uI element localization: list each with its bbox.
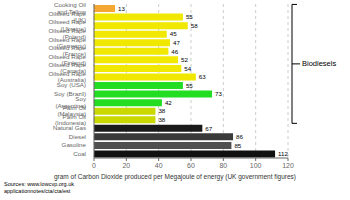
svg-text:73: 73 bbox=[215, 90, 222, 97]
html-text:(Finland): (Finland) bbox=[61, 58, 86, 66]
svg-text:20: 20 bbox=[122, 162, 130, 169]
html-text:Oilseed Rape: Oilseed Rape bbox=[48, 18, 86, 26]
svg-text:120: 120 bbox=[282, 162, 294, 169]
html-text:(UK): (UK) bbox=[73, 16, 86, 24]
html-text:applicationnotes/cta/cta/est: applicationnotes/cta/cta/est bbox=[4, 188, 71, 194]
html-text:Sources: www.lowcvp.org.uk: Sources: www.lowcvp.org.uk bbox=[4, 181, 74, 187]
html-text:Oilseed Rape: Oilseed Rape bbox=[48, 9, 86, 17]
svg-text:38: 38 bbox=[158, 107, 165, 114]
html-text:(Ukraine): (Ukraine) bbox=[60, 24, 86, 32]
svg-text:Coal: Coal bbox=[73, 150, 86, 157]
svg-text:55: 55 bbox=[186, 82, 193, 89]
html-text:(Malaysia): (Malaysia) bbox=[57, 110, 86, 118]
svg-text:0: 0 bbox=[92, 162, 96, 169]
svg-text:38: 38 bbox=[158, 116, 165, 123]
svg-text:42: 42 bbox=[165, 99, 172, 106]
html-text:(Indonesia): (Indonesia) bbox=[55, 118, 86, 126]
svg-text:58: 58 bbox=[191, 22, 198, 29]
html-text:and Tallow: and Tallow bbox=[56, 7, 86, 15]
svg-text:40: 40 bbox=[155, 162, 163, 169]
html-text:Oilseed Rape: Oilseed Rape bbox=[48, 52, 86, 60]
svg-text:46: 46 bbox=[171, 48, 178, 55]
svg-text:45: 45 bbox=[170, 30, 177, 37]
svg-text:55: 55 bbox=[186, 13, 193, 20]
svg-text:54: 54 bbox=[184, 65, 191, 72]
svg-text:63: 63 bbox=[199, 73, 206, 80]
svg-text:Soy (Brazil): Soy (Brazil) bbox=[54, 90, 86, 97]
html-text:(Poland): (Poland) bbox=[62, 33, 86, 41]
svg-text:100: 100 bbox=[250, 162, 262, 169]
html-text:Soy: Soy bbox=[75, 95, 86, 103]
svg-text:47: 47 bbox=[173, 39, 180, 46]
svg-text:86: 86 bbox=[236, 133, 243, 140]
svg-text:Soy (USA): Soy (USA) bbox=[57, 81, 86, 88]
html-text:(Argentina): (Argentina) bbox=[55, 101, 86, 109]
svg-text:13: 13 bbox=[118, 5, 125, 12]
svg-text:60: 60 bbox=[187, 162, 195, 169]
svg-text:80: 80 bbox=[219, 162, 227, 169]
html-text:(Canada): (Canada) bbox=[60, 67, 86, 75]
html-text:Oilseed Rape: Oilseed Rape bbox=[48, 35, 86, 43]
svg-text:Biodiesels: Biodiesels bbox=[302, 59, 336, 68]
svg-text:85: 85 bbox=[234, 142, 241, 149]
html-text:gram of Carbon Dioxide produce: gram of Carbon Dioxide produced per Mega… bbox=[54, 173, 296, 180]
svg-text:Gasoline: Gasoline bbox=[62, 141, 87, 148]
html-text:Oilseed Rape: Oilseed Rape bbox=[48, 44, 86, 52]
svg-text:Diesel: Diesel bbox=[69, 133, 86, 140]
html-text:Oilseed Rape: Oilseed Rape bbox=[48, 27, 86, 34]
html-text:(France): (France) bbox=[62, 50, 86, 58]
html-text:Palm Oil: Palm Oil bbox=[62, 112, 86, 120]
svg-text:112: 112 bbox=[278, 150, 288, 157]
svg-text:Natural Gas: Natural Gas bbox=[53, 124, 86, 131]
html-text:Oilseed Rape: Oilseed Rape bbox=[48, 69, 86, 77]
html-text:(Germany): (Germany) bbox=[56, 41, 86, 49]
svg-text:67: 67 bbox=[205, 125, 212, 132]
html-text:(Australia): (Australia) bbox=[57, 76, 86, 83]
html-text:Palm Oil: Palm Oil bbox=[62, 104, 86, 111]
html-text:Cooking Oil: Cooking Oil bbox=[54, 1, 86, 9]
svg-text:52: 52 bbox=[181, 56, 188, 63]
html-text:Oilseed Rape: Oilseed Rape bbox=[48, 61, 86, 69]
